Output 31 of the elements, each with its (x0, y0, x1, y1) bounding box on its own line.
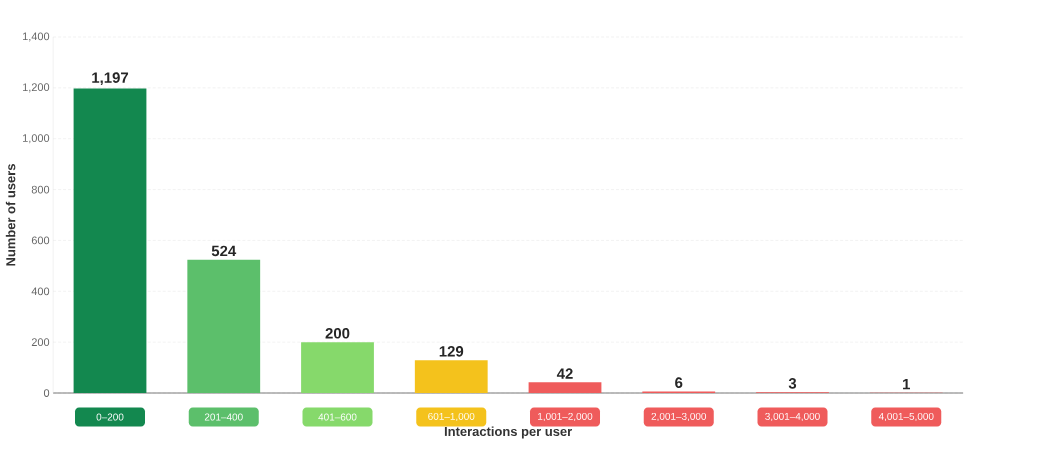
y-tick-label: 200 (31, 338, 50, 347)
y-axis-title: Number of users (5, 164, 16, 266)
x-tick-label: 601–1,000 (428, 412, 475, 422)
x-tick-label: 0–200 (96, 413, 124, 421)
y-tick-label: 400 (31, 287, 50, 296)
y-tick-label: 600 (31, 236, 50, 245)
data-label: 42 (556, 368, 573, 379)
x-tick-label: 4,001–5,000 (878, 412, 934, 422)
y-tick-label: 1,000 (23, 134, 50, 144)
x-tick-label: 3,001–4,000 (765, 412, 820, 422)
y-tick-label: 1,200 (23, 83, 50, 93)
y-tick-label: 0 (43, 389, 50, 397)
y-tick-label: 800 (31, 185, 50, 194)
bar (528, 382, 602, 393)
data-label: 6 (675, 377, 683, 388)
bar (187, 259, 261, 393)
y-tick-label: 1,400 (23, 32, 50, 42)
data-label: 3 (788, 378, 797, 389)
x-axis-title: Interactions per user (444, 426, 572, 439)
bar (414, 360, 488, 393)
data-label: 200 (325, 328, 350, 339)
x-tick-label: 201–400 (204, 413, 243, 421)
data-label: 1,197 (92, 72, 129, 86)
x-tick-label: 2,001–3,000 (651, 412, 707, 422)
data-label: 524 (211, 245, 237, 257)
data-label: 129 (439, 346, 464, 357)
x-tick-label: 1,001–2,000 (538, 412, 593, 422)
x-tick-label: 401–600 (318, 413, 357, 421)
bar (73, 88, 147, 393)
data-label: 1 (903, 378, 910, 390)
bar (301, 342, 374, 393)
